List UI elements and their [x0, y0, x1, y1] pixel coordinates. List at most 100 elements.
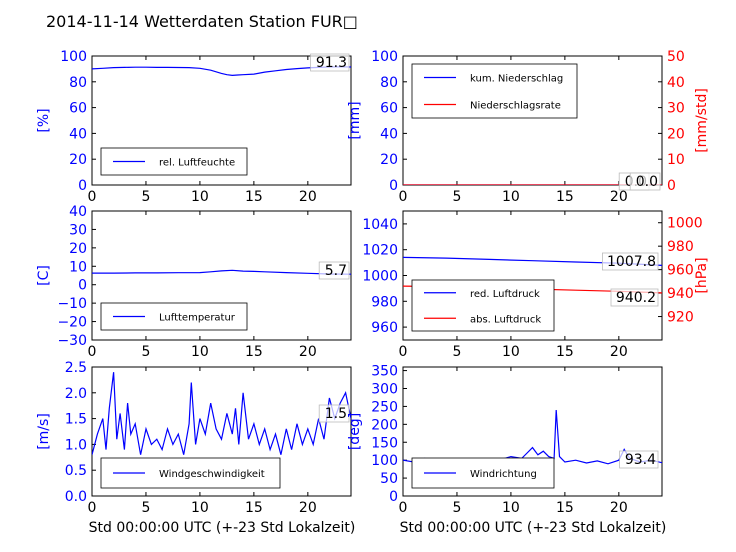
- y-axis-label: [deg]: [347, 413, 363, 450]
- x-tick-label: 10: [502, 500, 520, 516]
- y-tick-label: 30: [69, 222, 87, 238]
- value-label: 940.2: [616, 290, 656, 306]
- value-label-box: [318, 261, 350, 280]
- x-tick-label: 5: [141, 500, 150, 516]
- y-right-tick-label: 50: [667, 49, 685, 65]
- y-tick-label: 1040: [362, 217, 398, 233]
- y-tick-label: 0: [389, 178, 398, 194]
- x-tick-label: 5: [452, 189, 461, 205]
- x-tick-label: 5: [452, 500, 461, 516]
- x-tick-label: 15: [556, 344, 574, 360]
- y-axis-label: [%]: [36, 108, 52, 132]
- x-tick-label: 15: [245, 344, 263, 360]
- y-tick-label: 1000: [362, 269, 398, 285]
- x-tick-label: 15: [556, 189, 574, 205]
- legend: Lufttemperatur: [100, 302, 248, 331]
- x-tick-label: 5: [452, 344, 461, 360]
- value-label: 93.4: [625, 452, 656, 468]
- legend-label: red. Luftdruck: [470, 289, 540, 300]
- legend-box: [411, 279, 555, 332]
- value-label-box: [310, 53, 350, 72]
- y-tick-label: −30: [57, 333, 87, 349]
- chart-panel-winddir: 0 5 10 15 20050100150200250300350[deg]Windri…: [347, 364, 663, 516]
- y-tick-label: 100: [371, 453, 398, 469]
- chart-panel-windspeed: 0 5 10 15 20 0.0 0.5 1.0 1.5 2.0 2.5 [m/s] Windgesch…: [36, 360, 352, 516]
- y-tick-label: 980: [371, 294, 398, 310]
- y-tick-label: 40: [69, 204, 87, 220]
- x-tick-label: 10: [502, 189, 520, 205]
- y-tick-label: 0.0: [65, 489, 87, 505]
- y-tick-label: 1020: [362, 243, 398, 259]
- y-tick-label: −10: [57, 296, 87, 312]
- x-axis-label-left: Std 00:00:00 UTC (+-23 Std Lokalzeit): [89, 520, 356, 536]
- value-label: 1.5: [325, 406, 347, 422]
- y-tick-label: 0: [389, 489, 398, 505]
- y-tick-label: 10: [69, 259, 87, 275]
- legend-label: rel. Luftfeuchte: [159, 158, 235, 169]
- x-axis-label-right: Std 00:00:00 UTC (+-23 Std Lokalzeit): [400, 520, 667, 536]
- y-right-tick-label: 10: [667, 152, 685, 168]
- x-tick-label: 20: [610, 189, 628, 205]
- y-tick-label: 20: [380, 152, 398, 168]
- y-tick-label: 250: [371, 399, 398, 415]
- y-tick-label: −20: [57, 315, 87, 331]
- y-tick-label: 50: [380, 471, 398, 487]
- value-label-box: [318, 404, 350, 423]
- y-right-tick-label: 30: [667, 101, 685, 117]
- legend-label: abs. Luftdruck: [470, 314, 541, 325]
- y-tick-label: 100: [60, 49, 87, 65]
- chart-panel-precip: 0 5 10 15 20 0 20 40 60 80 100 [mm] 0 10 20 30 40 50 [mm/s…: [347, 49, 710, 205]
- legend: kum. Niederschlag Niederschlagsrate: [411, 63, 578, 119]
- series-line-0: [92, 372, 351, 455]
- legend-label: Lufttemperatur: [159, 313, 236, 324]
- y-tick-label: 2.0: [65, 386, 87, 402]
- y-axis-label: [C]: [36, 265, 52, 286]
- chart-panel-temperature: 0 5 10 15 20 −30 −20 −10 0 10 20 30 40 [C] Lufttempera…: [36, 204, 352, 360]
- y-axis-label: [m/s]: [36, 413, 52, 450]
- x-tick-label: 0: [88, 500, 97, 516]
- x-tick-label: 0: [399, 500, 408, 516]
- x-tick-label: 0: [399, 344, 408, 360]
- x-tick-label: 10: [191, 500, 209, 516]
- y-tick-label: 1.5: [65, 412, 87, 428]
- value-label-box: [610, 288, 659, 307]
- y-tick-label: 40: [380, 126, 398, 142]
- legend-label: kum. Niederschlag: [470, 74, 563, 85]
- chart-panel-humidity: 0 5 10 15 20 0 20 40 60 80 100 [%] rel. Luftfeuchte 9…: [36, 49, 352, 205]
- value-label: 5.7: [325, 263, 347, 279]
- y-tick-label: 20: [69, 152, 87, 168]
- x-tick-label: 0: [399, 189, 408, 205]
- y-tick-label: 60: [69, 101, 87, 117]
- x-tick-label: 0: [88, 344, 97, 360]
- x-tick-label: 0: [88, 189, 97, 205]
- legend: Windrichtung: [411, 457, 555, 489]
- y-tick-label: 40: [69, 126, 87, 142]
- y-right-tick-label: 940: [667, 286, 694, 302]
- y-tick-label: 0.5: [65, 463, 87, 479]
- x-tick-label: 10: [191, 344, 209, 360]
- x-tick-label: 20: [610, 500, 628, 516]
- x-tick-label: 15: [245, 189, 263, 205]
- x-tick-label: 20: [610, 344, 628, 360]
- y-tick-label: 200: [371, 417, 398, 433]
- value-label: 0.0: [636, 174, 658, 190]
- y-right-axis-label: [hPa]: [694, 257, 710, 293]
- x-tick-label: 20: [299, 344, 317, 360]
- y-right-tick-label: 40: [667, 75, 685, 91]
- y-right-tick-label: 0: [667, 178, 676, 194]
- y-tick-label: 20: [69, 241, 87, 257]
- y-tick-label: 2.5: [65, 360, 87, 376]
- y-axis-label: [mm]: [347, 101, 363, 139]
- legend: red. Luftdruck abs. Luftdruck: [411, 279, 555, 332]
- x-tick-label: 10: [191, 189, 209, 205]
- x-tick-label: 15: [245, 500, 263, 516]
- y-right-tick-label: 20: [667, 126, 685, 142]
- y-tick-label: 150: [371, 435, 398, 451]
- y-right-tick-label: 960: [667, 263, 694, 279]
- legend-box: [411, 63, 578, 119]
- legend: Windgeschwindigkeit: [100, 457, 281, 489]
- y-tick-label: 0: [78, 278, 87, 294]
- y-right-axis-label: [mm/std]: [694, 88, 710, 153]
- figure-title: 2014-11-14 Wetterdaten Station FUR□: [46, 12, 358, 31]
